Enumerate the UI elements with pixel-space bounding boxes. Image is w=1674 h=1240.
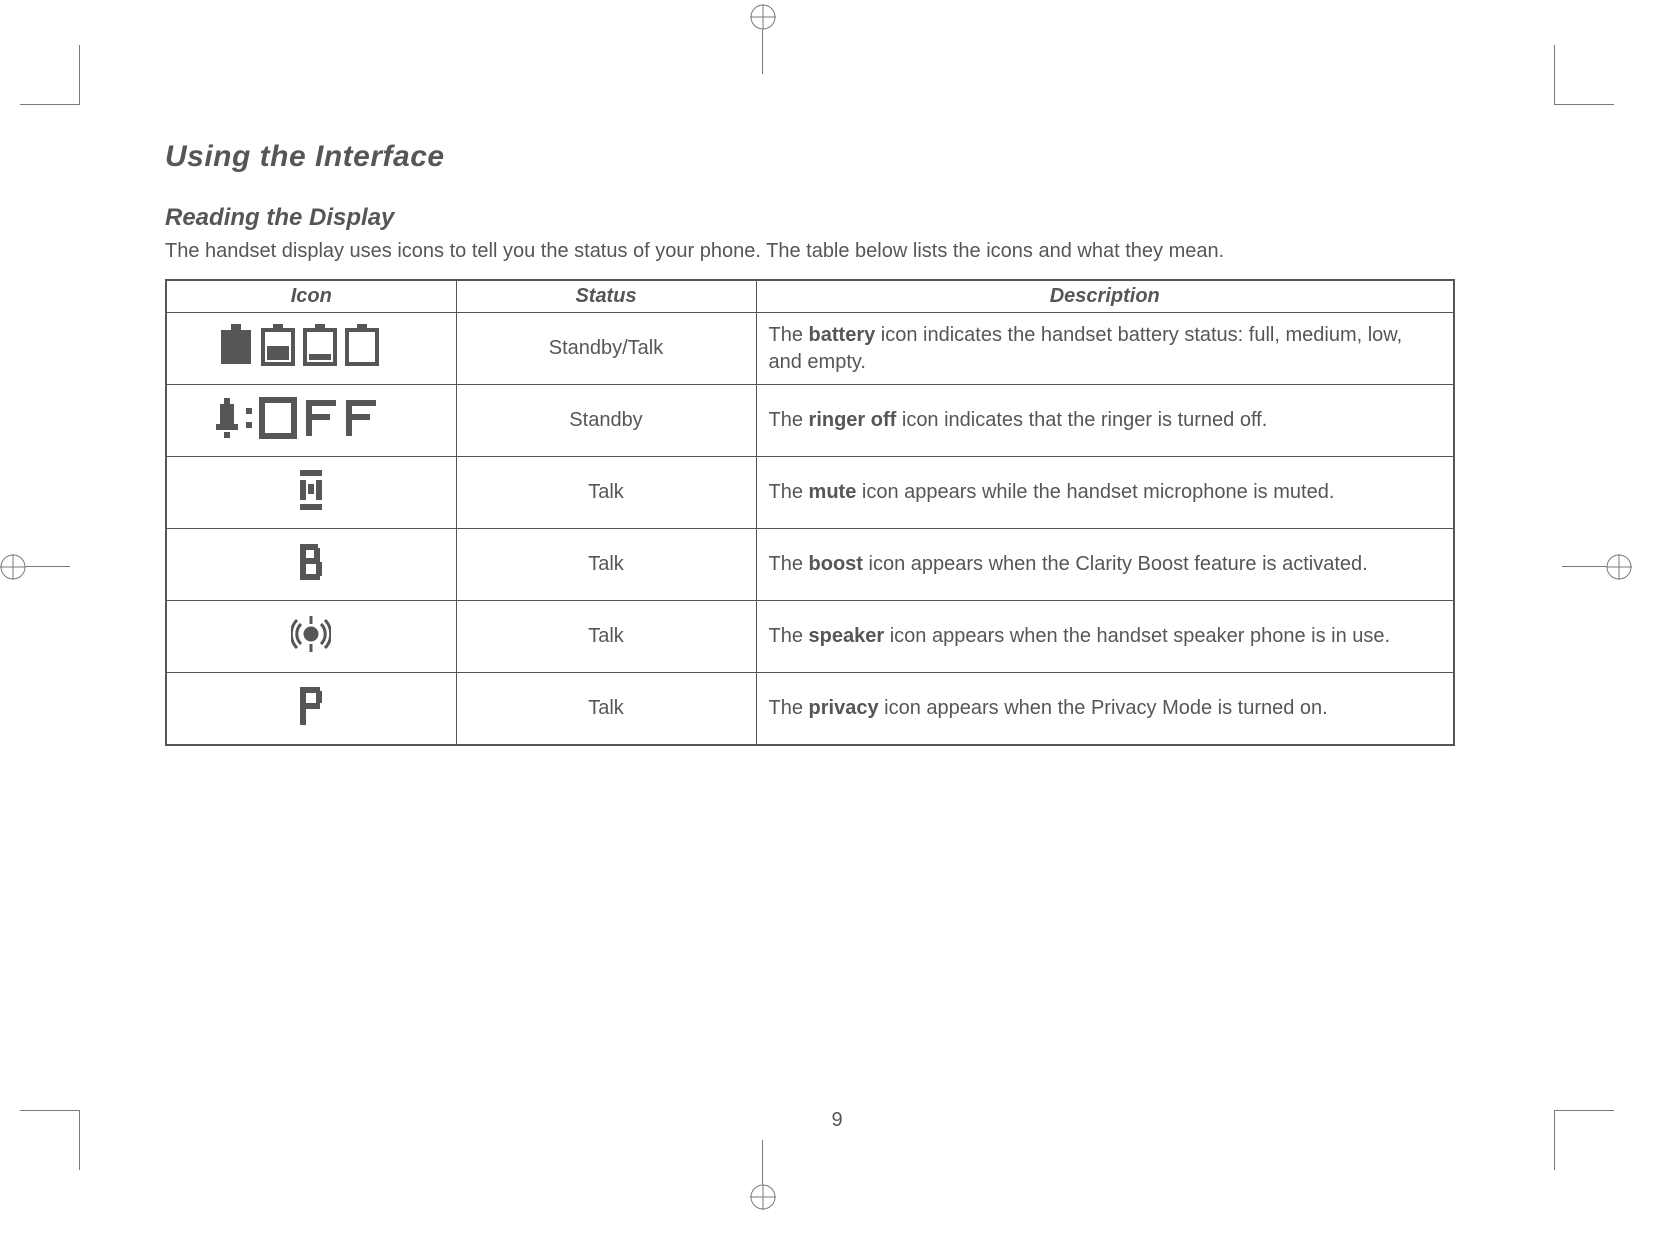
- table-row: Talk The mute icon appears while the han…: [166, 457, 1454, 529]
- section-title: Using the Interface: [165, 140, 1455, 174]
- desc-text: The: [769, 324, 809, 346]
- description-cell: The ringer off icon indicates that the r…: [756, 385, 1454, 457]
- col-header-status: Status: [456, 280, 756, 313]
- registration-mark: [0, 554, 26, 580]
- registration-mark: [1606, 554, 1632, 580]
- subsection-title: Reading the Display: [165, 204, 1455, 232]
- boost-icon: [166, 529, 456, 601]
- desc-text: The: [769, 409, 809, 431]
- description-cell: The speaker icon appears when the handse…: [756, 601, 1454, 673]
- table-row: Talk The boost icon appears when the Cla…: [166, 529, 1454, 601]
- table-row: Standby The ringer off icon indicates th…: [166, 385, 1454, 457]
- description-cell: The boost icon appears when the Clarity …: [756, 529, 1454, 601]
- desc-bold: speaker: [809, 625, 885, 647]
- privacy-icon: [166, 673, 456, 745]
- battery-levels-icon: [166, 313, 456, 385]
- crop-mark: [1554, 60, 1599, 105]
- desc-text: icon appears when the Clarity Boost feat…: [863, 553, 1368, 575]
- desc-text: icon appears when the Privacy Mode is tu…: [879, 697, 1328, 719]
- crop-mark: [35, 60, 80, 105]
- description-cell: The privacy icon appears when the Privac…: [756, 673, 1454, 745]
- desc-text: The: [769, 625, 809, 647]
- table-row: Talk The privacy icon appears when the P…: [166, 673, 1454, 745]
- status-cell: Talk: [456, 673, 756, 745]
- status-cell: Standby/Talk: [456, 313, 756, 385]
- desc-bold: mute: [809, 481, 857, 503]
- table-row: Standby/Talk The battery icon indicates …: [166, 313, 1454, 385]
- desc-text: The: [769, 697, 809, 719]
- status-cell: Talk: [456, 601, 756, 673]
- status-cell: Talk: [456, 457, 756, 529]
- registration-mark-line: [26, 566, 70, 567]
- status-cell: Standby: [456, 385, 756, 457]
- status-cell: Talk: [456, 529, 756, 601]
- desc-bold: ringer off: [809, 409, 897, 431]
- desc-bold: boost: [809, 553, 863, 575]
- desc-bold: battery: [809, 324, 876, 346]
- registration-mark: [750, 1184, 776, 1210]
- mute-icon: [166, 457, 456, 529]
- registration-mark: [750, 4, 776, 30]
- desc-text: The: [769, 481, 809, 503]
- desc-text: icon indicates that the ringer is turned…: [896, 409, 1267, 431]
- page-content: Using the Interface Reading the Display …: [165, 140, 1455, 746]
- desc-text: icon appears when the handset speaker ph…: [884, 625, 1390, 647]
- icon-table: Icon Status Description: [165, 279, 1455, 746]
- col-header-description: Description: [756, 280, 1454, 313]
- ringer-off-icon: [166, 385, 456, 457]
- speaker-icon: [166, 601, 456, 673]
- registration-mark-line: [1562, 566, 1606, 567]
- page-number: 9: [0, 1109, 1674, 1132]
- desc-bold: privacy: [809, 697, 879, 719]
- registration-mark-line: [762, 1140, 763, 1184]
- intro-text: The handset display uses icons to tell y…: [165, 238, 1455, 265]
- description-cell: The battery icon indicates the handset b…: [756, 313, 1454, 385]
- description-cell: The mute icon appears while the handset …: [756, 457, 1454, 529]
- desc-text: icon appears while the handset microphon…: [856, 481, 1334, 503]
- desc-text: The: [769, 553, 809, 575]
- col-header-icon: Icon: [166, 280, 456, 313]
- table-row: Talk The speaker icon appears when the h…: [166, 601, 1454, 673]
- table-header-row: Icon Status Description: [166, 280, 1454, 313]
- registration-mark-line: [762, 30, 763, 74]
